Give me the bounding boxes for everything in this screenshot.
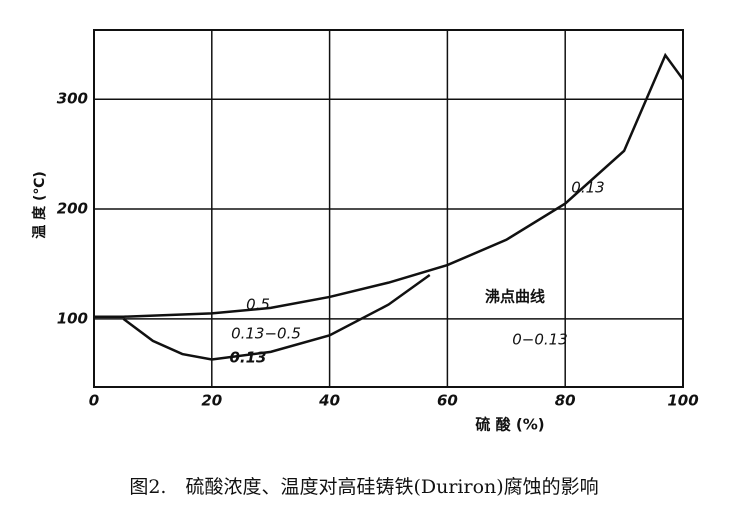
annotation: 0−0.13 xyxy=(512,331,568,349)
x-tick-label: 20 xyxy=(201,392,222,410)
x-tick-label: 80 xyxy=(555,392,576,410)
annotation: 0.5 xyxy=(246,296,270,314)
curve xyxy=(94,52,685,318)
x-axis-label: 硫 酸 (%) xyxy=(475,416,544,434)
y-tick-label: 100 xyxy=(57,309,88,327)
curve-label: 沸点曲线 xyxy=(485,288,545,306)
curve xyxy=(122,273,431,361)
x-tick-label: 60 xyxy=(437,392,458,410)
annotation: 0.13−0.5 xyxy=(231,325,301,343)
y-tick-label: 300 xyxy=(57,90,88,108)
y-axis-label: 温 度 (℃) xyxy=(31,171,48,239)
y-tick-label: 200 xyxy=(57,200,88,218)
x-tick-label: 100 xyxy=(667,392,698,410)
x-tick-label: 0 xyxy=(89,392,99,410)
x-tick-label: 40 xyxy=(318,392,340,410)
annotation: 0.13 xyxy=(571,179,604,197)
caption: 图2. 硫酸浓度、温度对高硅铸铁(Duriron)腐蚀的影响 xyxy=(129,476,598,498)
curve-label: 0.13 xyxy=(229,349,266,367)
